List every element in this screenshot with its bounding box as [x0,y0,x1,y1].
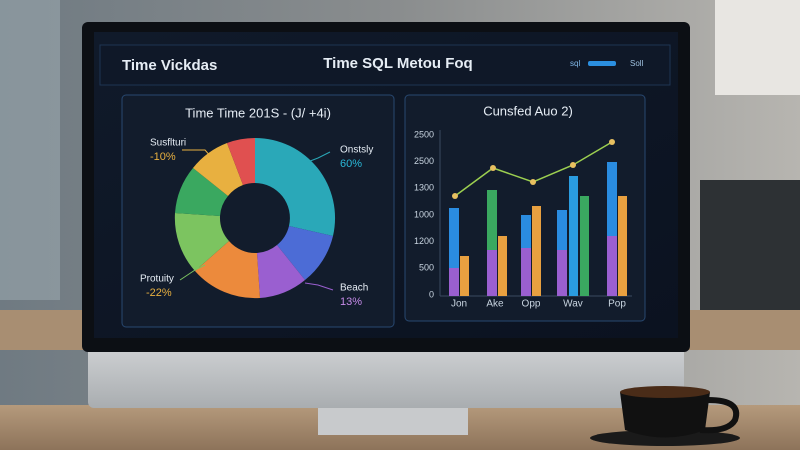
y-label: 1200 [414,236,434,246]
leader-line [304,151,331,164]
donut-segment [227,137,255,185]
bar [607,162,617,296]
donut-segment [255,137,336,236]
x-label: Pop [608,299,626,310]
y-label: 1300 [414,183,434,193]
x-label: Jon [451,299,467,310]
donut-label: Beach [340,283,368,294]
donut-value: 13% [340,296,362,308]
donut-segment [175,168,228,216]
x-labels: Jon Ake Opp Wav Pop [451,299,626,310]
donut [174,137,336,299]
header-center: Time SQL Metou Foq [323,55,472,72]
wall-frame [715,0,800,95]
progress-bar[interactable] [588,61,616,66]
trend-points [452,139,615,199]
y-label: 0 [429,289,434,299]
donut-label: Onstsly [340,145,373,156]
cup [620,392,710,438]
y-labels: 2500 2500 1300 1000 1200 500 0 [414,129,434,299]
panel-title: Cunsfed Auo 2) [483,103,573,118]
bar [460,256,469,296]
bar [449,208,459,296]
leader-line [182,149,213,159]
background-monitor [700,180,800,310]
bar [580,196,589,296]
donut-value: -22% [146,287,172,299]
bar [569,176,578,296]
trend-point [452,193,458,199]
trend-point [490,165,496,171]
bar [521,248,531,296]
y-label: 500 [419,263,434,273]
donut-segment [257,245,305,298]
donut-segment [193,143,243,196]
header-left: Time Vickdas [122,57,217,74]
x-label: Wav [563,299,583,310]
bars [449,162,627,296]
y-label: 2500 [414,129,434,139]
coffee [620,386,710,398]
donut-label: Protuity [140,274,174,285]
y-label: 1000 [414,209,434,219]
x-label: Ake [486,299,504,310]
donut-segment [174,213,229,271]
saucer [590,430,740,446]
bar [607,236,617,296]
header-right-label: Soll [630,59,644,68]
donut-panel [121,94,395,328]
donut-value: -10% [150,151,176,163]
window [0,0,60,300]
leader-line [304,282,334,291]
bar [449,268,459,296]
trend-point [609,139,615,145]
donut-value: 60% [340,158,362,170]
bar [487,190,497,296]
bar [498,236,507,296]
bar [532,206,541,296]
y-label: 2500 [414,156,434,166]
bar [557,250,567,296]
leader-line [179,264,206,281]
trend-point [570,162,576,168]
bar [618,196,627,296]
header-bar [99,44,671,86]
cup-handle [699,397,740,434]
donut-label: Susflturi [150,138,186,149]
header-right-small: sql [570,59,580,68]
bar [487,250,497,296]
x-label: Opp [522,299,541,310]
panel-title: Time Time 201S - (J/ +4i) [185,105,331,120]
trend-point [530,179,536,185]
donut-segment [277,226,333,280]
donut-segment [195,241,260,299]
